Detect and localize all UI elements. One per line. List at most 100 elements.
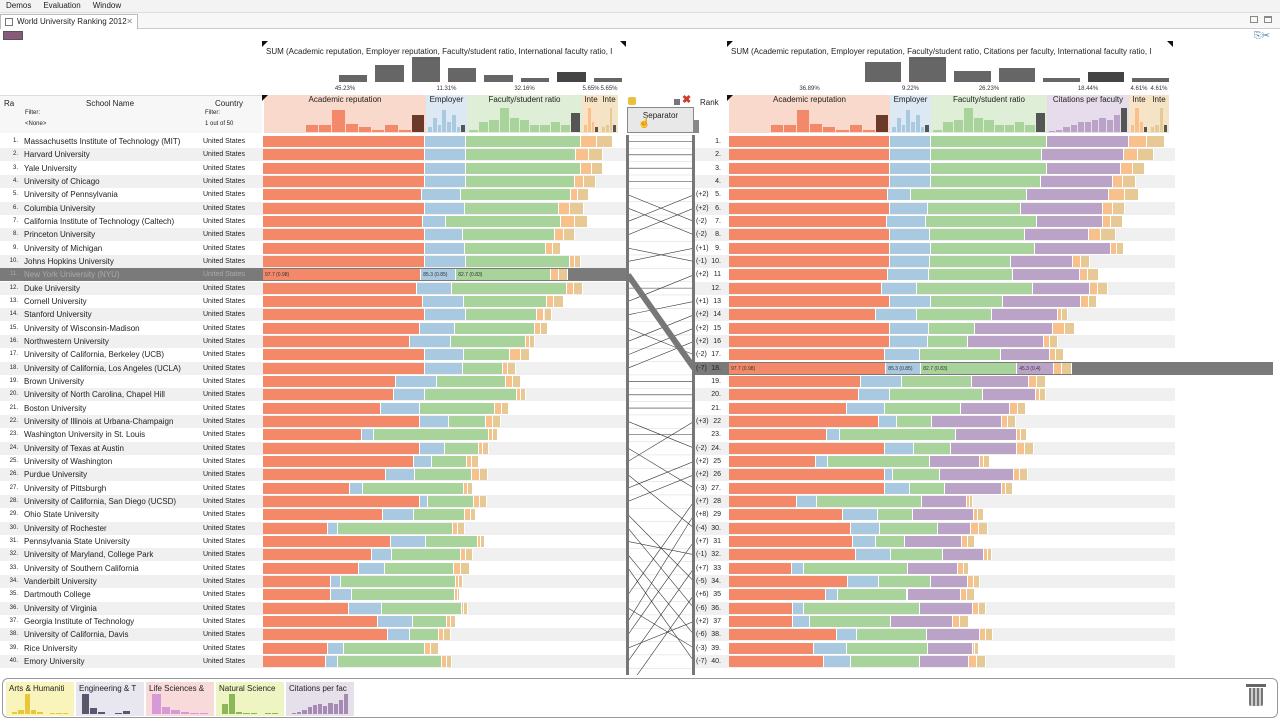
table-row[interactable]: 29. Ohio State University United States xyxy=(0,508,626,522)
corner-handle-icon[interactable] xyxy=(620,41,626,47)
table-row[interactable]: 3. Yale University United States xyxy=(0,161,626,175)
close-tab-icon[interactable]: ✕ xyxy=(126,17,133,26)
right-table-row[interactable]: (-1) 10. xyxy=(695,254,1175,268)
menu-demos[interactable]: Demos xyxy=(6,1,32,10)
right-table-row[interactable]: 23. xyxy=(695,428,1175,442)
table-row[interactable]: 1. Massachusetts Institute of Technology … xyxy=(0,135,626,148)
pool-column-life-sciences-[interactable]: Life Sciences & xyxy=(146,682,214,716)
menu-window[interactable]: Window xyxy=(92,1,122,10)
table-row[interactable]: 40. Emory University United States xyxy=(0,654,626,668)
right-table-row[interactable]: (+1) 9. xyxy=(695,241,1175,255)
right-table-row[interactable]: (-5) 34. xyxy=(695,574,1175,588)
school-name-header[interactable]: School Name xyxy=(86,99,135,108)
right-table-row[interactable]: (-6) 36. xyxy=(695,601,1175,615)
right-table-row[interactable]: 4. xyxy=(695,174,1175,188)
toggle-view-icon[interactable] xyxy=(3,31,23,40)
corner-handle-icon[interactable] xyxy=(727,41,733,47)
left-stacked-column-header[interactable]: SUM (Academic reputation, Employer reput… xyxy=(262,41,626,133)
menu-evaluation[interactable]: Evaluation xyxy=(43,1,81,10)
table-row[interactable]: 34. Vanderbilt University United States xyxy=(0,574,626,588)
column-header-inte[interactable]: Inte xyxy=(1129,95,1149,133)
table-row[interactable]: 28. University of California, San Diego (… xyxy=(0,494,626,508)
right-table-row[interactable]: (-2) 8. xyxy=(695,228,1175,242)
right-table-row[interactable]: (-2) 24. xyxy=(695,441,1175,455)
table-row[interactable]: 37. Georgia Institute of Technology United… xyxy=(0,614,626,628)
right-table-row[interactable]: (+8) 29 xyxy=(695,508,1175,522)
right-table-row[interactable]: (+2) 6. xyxy=(695,201,1175,215)
export-icon[interactable]: ⎘✂ xyxy=(1254,30,1270,40)
table-row[interactable]: 16. Northwestern University United States xyxy=(0,334,626,348)
right-table-row[interactable]: (-7) 18. 97.7 (0.98) 85.3 (0.85) 82.7 (0.83)… xyxy=(695,361,1273,375)
table-row[interactable]: 12. Duke University United States xyxy=(0,281,626,295)
table-row[interactable]: 25. University of Washington United States xyxy=(0,454,626,468)
pool-column-natural-science[interactable]: Natural Science xyxy=(216,682,284,716)
table-row[interactable]: 23. Washington University in St. Louis Uni… xyxy=(0,428,626,442)
right-table-row[interactable]: (-3) 27. xyxy=(695,481,1175,495)
maximize-view-icon[interactable] xyxy=(1264,16,1272,23)
right-stacked-column-header[interactable]: SUM (Academic reputation, Employer reput… xyxy=(727,41,1173,133)
table-row[interactable]: 36. University of Virginia United States xyxy=(0,601,626,615)
right-table-row[interactable]: (+7) 33 xyxy=(695,561,1175,575)
right-table-row[interactable]: (+2) 16 xyxy=(695,334,1175,348)
table-row[interactable]: 9. University of Michigan United States xyxy=(0,241,626,255)
right-table-row[interactable]: (+2) 11 xyxy=(695,268,1175,282)
column-header-employer[interactable]: Employer xyxy=(890,95,931,133)
table-row[interactable]: 13. Cornell University United States xyxy=(0,294,626,308)
right-table-row[interactable]: (+1) 13 xyxy=(695,294,1175,308)
right-table-row[interactable]: (+2) 26 xyxy=(695,468,1175,482)
right-table-row[interactable]: (-3) 39. xyxy=(695,641,1175,655)
right-table-row[interactable]: 20. xyxy=(695,388,1175,402)
right-table-row[interactable]: 1. xyxy=(695,135,1175,148)
right-table-row[interactable]: (+2) 14 xyxy=(695,308,1175,322)
table-row[interactable]: 10. Johns Hopkins University United States xyxy=(0,254,626,268)
trash-icon[interactable] xyxy=(1246,684,1266,708)
table-row[interactable]: 7. California Institute of Technology (Ca… xyxy=(0,214,626,228)
right-table-row[interactable]: (-2) 17. xyxy=(695,348,1175,362)
collapse-icon[interactable] xyxy=(674,99,680,105)
column-header-inte[interactable]: Inte xyxy=(582,95,600,133)
table-row[interactable]: 27. University of Pittsburgh United States xyxy=(0,481,626,495)
country-filter-value[interactable]: 1 out of 50 xyxy=(205,121,234,127)
right-table-row[interactable]: (+6) 35 xyxy=(695,588,1175,602)
right-table-row[interactable]: (+2) 37 xyxy=(695,614,1175,628)
right-table-row[interactable]: (+3) 22 xyxy=(695,414,1175,428)
separator-resize-handle[interactable] xyxy=(693,120,699,133)
country-header[interactable]: Country xyxy=(215,99,244,108)
table-row[interactable]: 22. University of Illinois at Urbana-Cham… xyxy=(0,414,626,428)
pool-column-citations-per-fac[interactable]: Citations per fac xyxy=(286,682,354,716)
name-filter-value[interactable]: <None> xyxy=(25,121,47,127)
table-row[interactable]: 39. Rice University United States xyxy=(0,641,626,655)
table-row[interactable]: 11. New York University (NYU) United State… xyxy=(0,268,626,282)
table-row[interactable]: 32. University of Maryland, College Park U… xyxy=(0,548,626,562)
right-rank-header[interactable]: Rank xyxy=(700,98,719,107)
right-table-row[interactable]: 21. xyxy=(695,401,1175,415)
right-table-row[interactable]: (-1) 32. xyxy=(695,548,1175,562)
right-table-row[interactable]: (-6) 38. xyxy=(695,628,1175,642)
table-row[interactable]: 35. Dartmouth College United States xyxy=(0,588,626,602)
right-table-row[interactable]: 12. xyxy=(695,281,1175,295)
column-header-employer[interactable]: Employer xyxy=(426,95,467,133)
table-row[interactable]: 31. Pennsylvania State University United S… xyxy=(0,534,626,548)
column-header-academic-reputation[interactable]: Academic reputation xyxy=(264,95,426,133)
column-header-inte[interactable]: Inte xyxy=(1149,95,1169,133)
lock-icon[interactable] xyxy=(628,97,636,105)
table-row[interactable]: 24. University of Texas at Austin United S… xyxy=(0,441,626,455)
table-row[interactable]: 38. University of California, Davis United… xyxy=(0,628,626,642)
table-row[interactable]: 33. University of Southern California Unit… xyxy=(0,561,626,575)
right-table-row[interactable]: 2. xyxy=(695,148,1175,162)
table-row[interactable]: 17. University of California, Berkeley (U… xyxy=(0,348,626,362)
column-header-faculty-student-ratio[interactable]: Faculty/student ratio xyxy=(467,95,582,133)
table-row[interactable]: 15. University of Wisconsin-Madison United… xyxy=(0,321,626,335)
table-row[interactable]: 8. Princeton University United States xyxy=(0,228,626,242)
column-header-citations-per-faculty[interactable]: Citations per faculty xyxy=(1047,95,1129,133)
corner-handle-icon[interactable] xyxy=(262,41,268,47)
table-row[interactable]: 4. University of Chicago United States xyxy=(0,174,626,188)
column-header-inte[interactable]: Inte xyxy=(600,95,618,133)
right-table-row[interactable]: (+2) 5. xyxy=(695,188,1175,202)
column-header-faculty-student-ratio[interactable]: Faculty/student ratio xyxy=(931,95,1047,133)
minimize-view-icon[interactable] xyxy=(1250,16,1258,23)
column-corner-handle-icon[interactable] xyxy=(262,95,268,101)
right-table-row[interactable]: 3. xyxy=(695,161,1175,175)
table-row[interactable]: 21. Boston University United States xyxy=(0,401,626,415)
table-row[interactable]: 2. Harvard University United States xyxy=(0,148,626,162)
